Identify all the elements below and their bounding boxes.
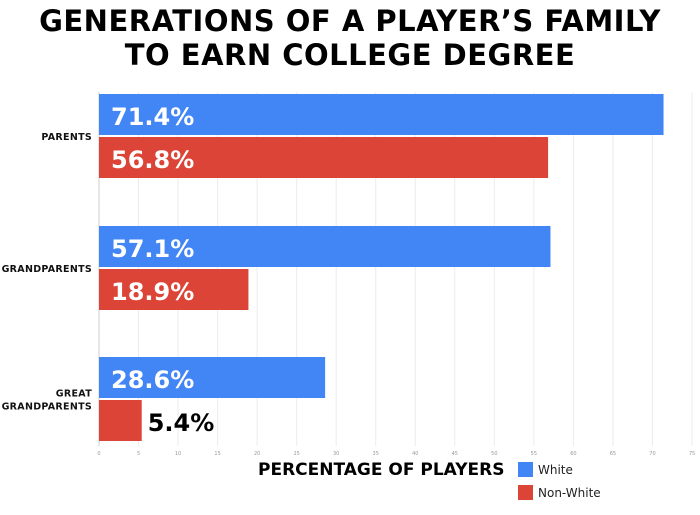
x-tick-label: 40 xyxy=(412,451,418,457)
legend-label-non-white: Non-White xyxy=(538,485,601,500)
chart-title: GENERATIONS OF A PLAYER’S FAMILY TO EARN… xyxy=(0,4,700,72)
x-tick-label: 55 xyxy=(531,451,537,457)
legend-item-white: White xyxy=(518,462,573,477)
data-label: 18.9% xyxy=(111,278,194,306)
category-label: GRANDPARENTS xyxy=(2,402,92,413)
x-tick-label: 30 xyxy=(333,451,339,457)
bar-non-white xyxy=(99,400,142,441)
bar-white xyxy=(99,94,664,135)
x-tick-label: 35 xyxy=(373,451,379,457)
x-tick-label: 75 xyxy=(689,451,695,457)
chart-title-line: TO EARN COLLEGE DEGREE xyxy=(124,38,576,72)
data-label: 56.8% xyxy=(111,146,194,174)
x-tick-label: 60 xyxy=(570,451,576,457)
data-label: 71.4% xyxy=(111,103,194,131)
x-axis-label: PERCENTAGE OF PLAYERS xyxy=(258,460,505,480)
x-tick-label: 5 xyxy=(137,451,140,457)
legend-swatch-white xyxy=(518,462,533,477)
x-tick-label: 0 xyxy=(97,451,100,457)
category-label: PARENTS xyxy=(41,132,92,143)
chart-title-line: GENERATIONS OF A PLAYER’S FAMILY xyxy=(39,4,661,38)
data-label: 28.6% xyxy=(111,366,194,394)
x-tick-label: 15 xyxy=(214,451,220,457)
x-tick-label: 50 xyxy=(491,451,497,457)
legend-swatch-non-white xyxy=(518,485,533,500)
bar-non-white xyxy=(99,269,249,310)
data-label: 5.4% xyxy=(148,409,215,437)
x-tick-label: 10 xyxy=(175,451,181,457)
category-label: GRANDPARENTS xyxy=(2,264,92,275)
x-tick-label: 25 xyxy=(293,451,299,457)
x-tick-label: 65 xyxy=(610,451,616,457)
legend-item-non-white: Non-White xyxy=(518,485,601,500)
bar-non-white xyxy=(99,137,549,178)
data-label: 57.1% xyxy=(111,235,194,263)
bar-white xyxy=(99,226,551,267)
category-label: GREAT xyxy=(56,389,92,400)
x-tick-label: 70 xyxy=(649,451,655,457)
bar-white xyxy=(99,357,326,398)
x-tick-label: 20 xyxy=(254,451,260,457)
x-tick-label: 45 xyxy=(452,451,458,457)
legend-label-white: White xyxy=(538,462,573,477)
